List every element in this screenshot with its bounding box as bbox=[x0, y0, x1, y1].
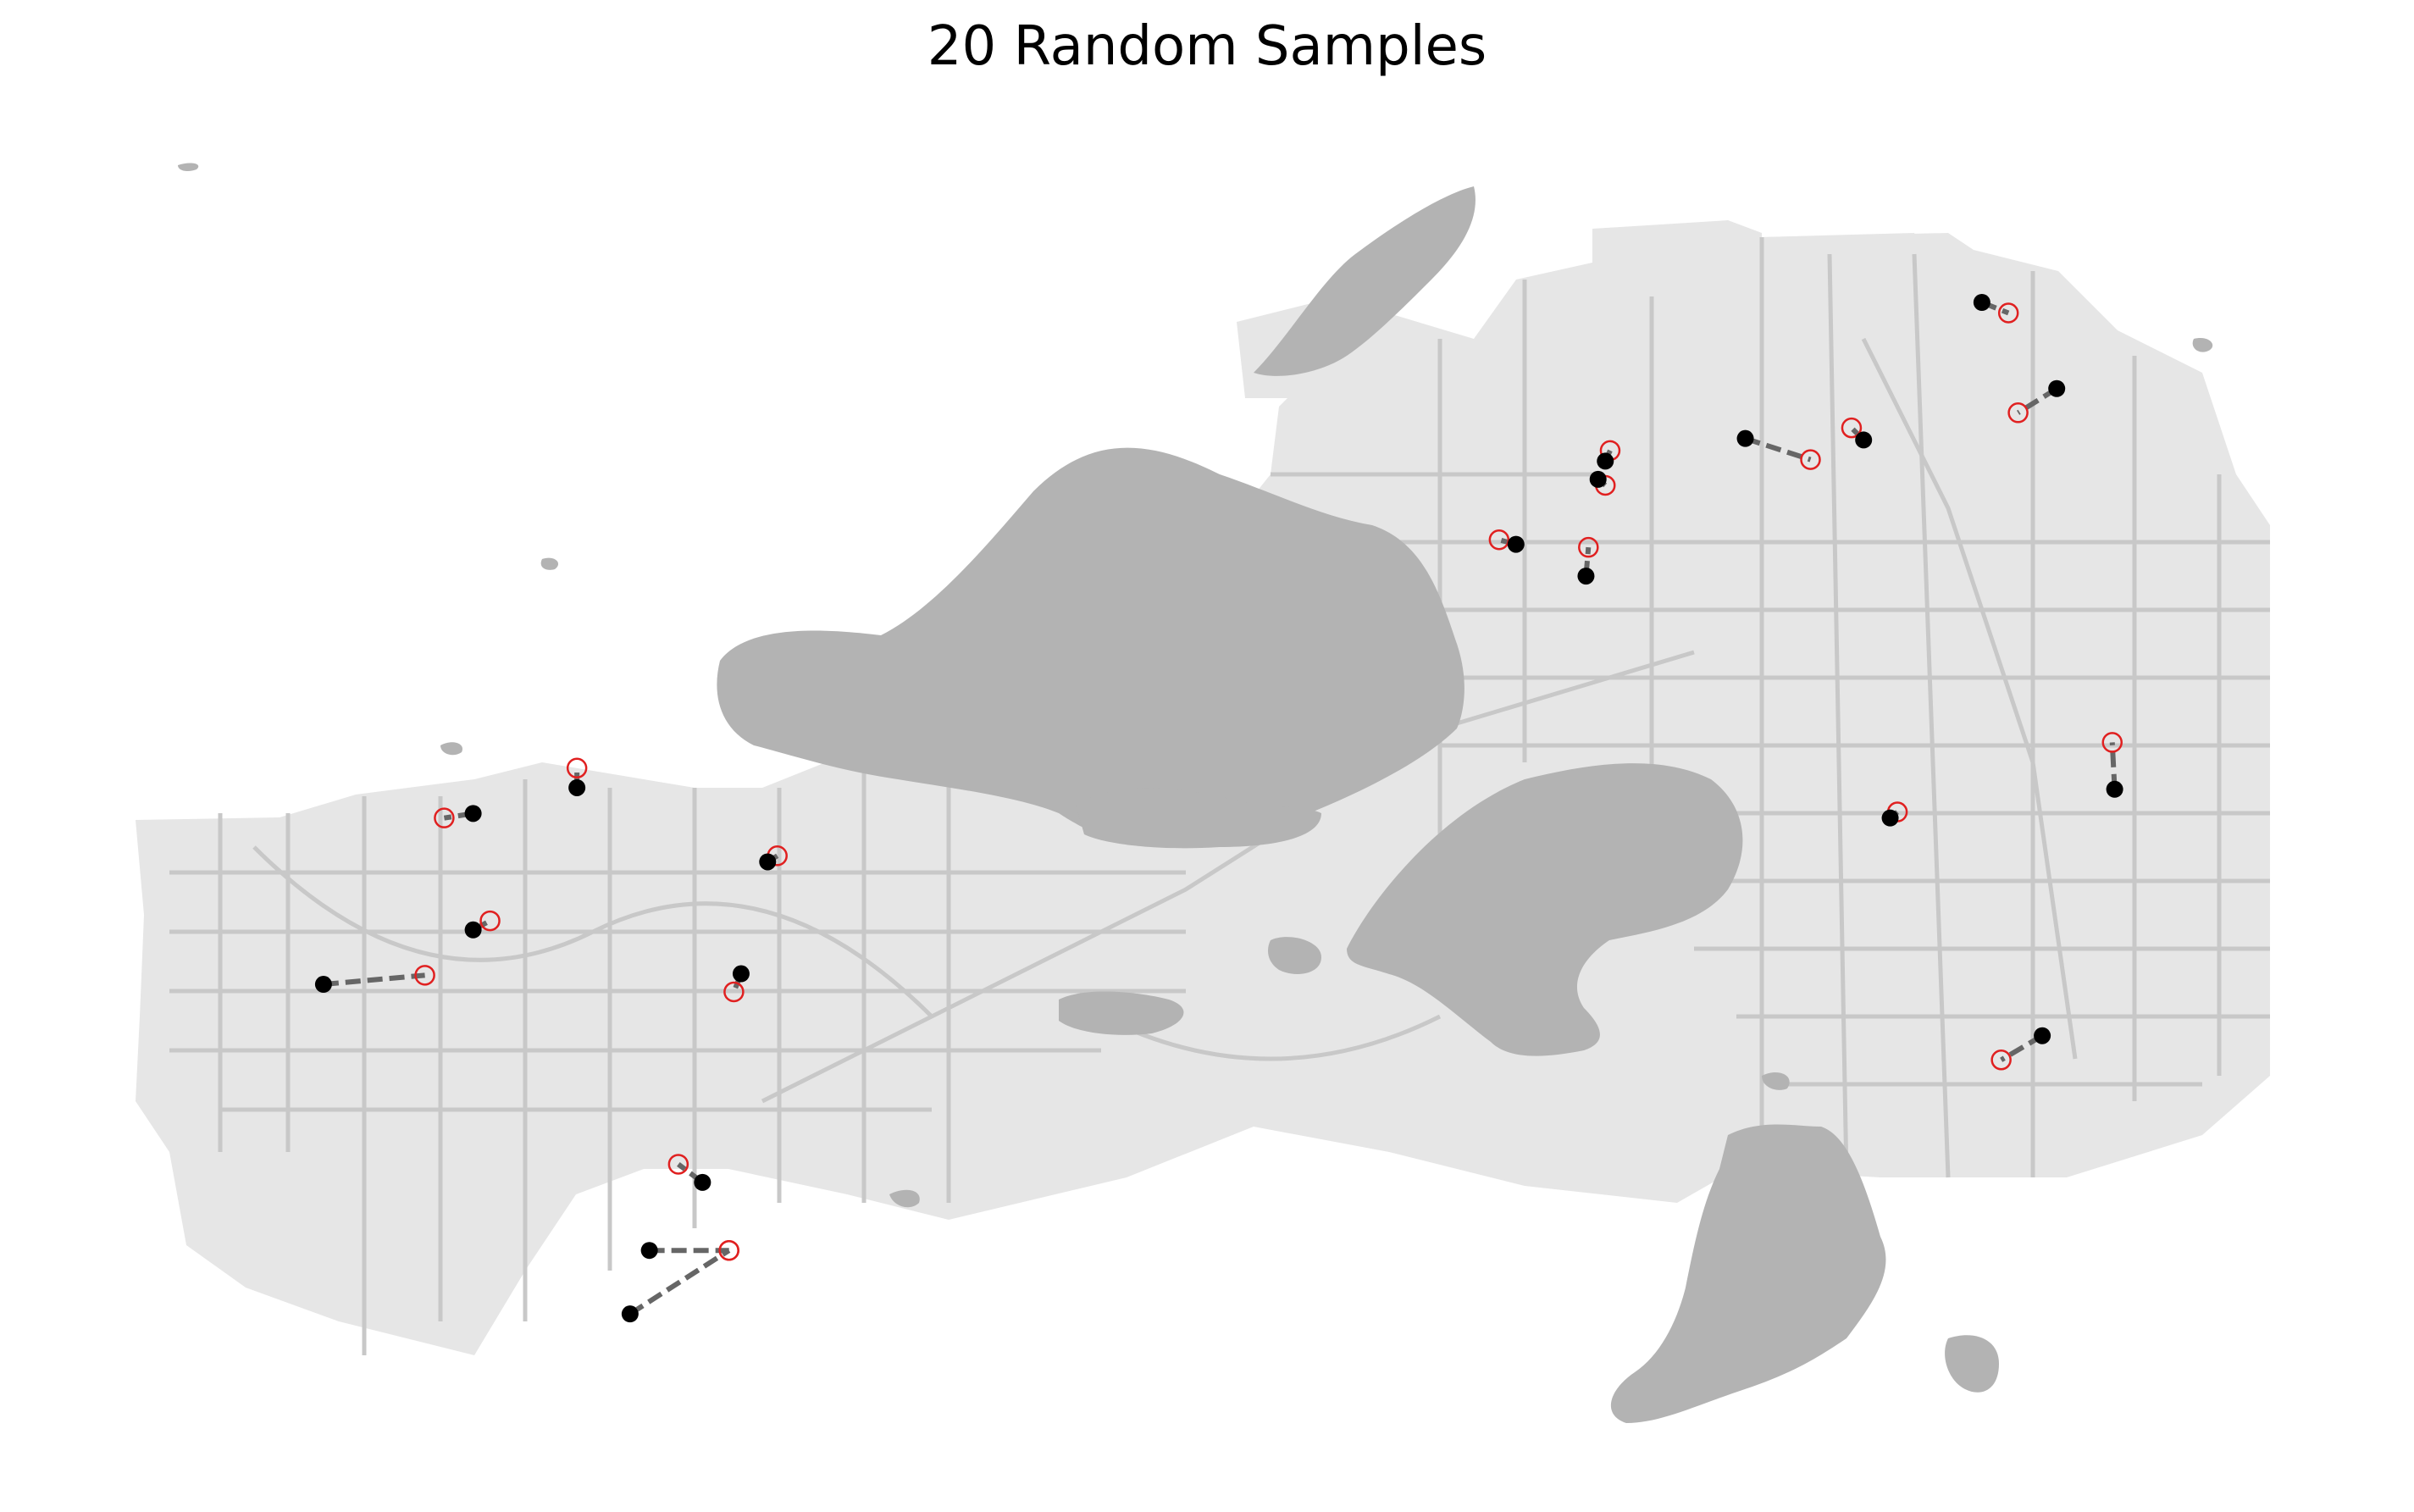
true-point-3 bbox=[1736, 429, 1754, 447]
true-point-1 bbox=[1973, 294, 1990, 311]
river-north bbox=[1254, 186, 1476, 376]
lake-south bbox=[1610, 1124, 1886, 1423]
samples-layer bbox=[314, 294, 2123, 1323]
lake-tiny-3 bbox=[440, 742, 462, 756]
true-point-18 bbox=[694, 1173, 711, 1191]
true-point-15 bbox=[314, 976, 332, 994]
map-title: 20 Random Samples bbox=[927, 15, 1487, 78]
predicted-point-20 bbox=[718, 1239, 739, 1261]
true-point-10 bbox=[1881, 809, 1899, 827]
true-point-17 bbox=[2034, 1027, 2051, 1044]
lake-large-north bbox=[717, 447, 1464, 847]
predicted-point-1 bbox=[1997, 302, 2019, 324]
predicted-point-3 bbox=[1800, 449, 1821, 470]
lake-east bbox=[1347, 763, 1743, 1056]
true-point-8 bbox=[1577, 568, 1595, 585]
lake-tiny-6 bbox=[2192, 337, 2213, 352]
lake-tiny-4 bbox=[540, 557, 559, 570]
true-point-12 bbox=[464, 805, 482, 822]
true-point-5 bbox=[1597, 452, 1614, 470]
true-point-7 bbox=[1507, 535, 1525, 553]
true-point-6 bbox=[1589, 470, 1607, 488]
lake-small bbox=[1268, 937, 1321, 974]
predicted-point-4 bbox=[1841, 417, 1863, 439]
error-line-15 bbox=[323, 972, 425, 988]
predicted-point-14 bbox=[479, 910, 501, 932]
predicted-point-7 bbox=[1488, 529, 1510, 551]
error-line-20 bbox=[628, 1248, 731, 1316]
predicted-point-8 bbox=[1578, 536, 1599, 558]
predicted-point-17 bbox=[1990, 1050, 2012, 1071]
error-line-3 bbox=[1744, 435, 1812, 462]
predicted-point-9 bbox=[2101, 732, 2123, 753]
lake-small-southeast bbox=[1945, 1335, 1999, 1393]
predicted-point-18 bbox=[667, 1154, 689, 1175]
predicted-point-15 bbox=[414, 965, 435, 986]
true-point-2 bbox=[2048, 379, 2066, 397]
lake-west-pond bbox=[1059, 991, 1184, 1035]
true-point-9 bbox=[2106, 780, 2123, 798]
predicted-point-16 bbox=[723, 981, 745, 1003]
water-bodies bbox=[178, 163, 2213, 1423]
true-point-13 bbox=[759, 853, 777, 871]
true-point-4 bbox=[1855, 431, 1873, 449]
true-point-11 bbox=[568, 778, 586, 796]
true-point-14 bbox=[464, 921, 482, 939]
predicted-point-12 bbox=[434, 807, 455, 828]
true-point-20 bbox=[621, 1305, 639, 1323]
lake-bay bbox=[1076, 788, 1321, 849]
lake-tiny-5 bbox=[178, 163, 199, 172]
true-point-16 bbox=[732, 965, 750, 983]
predicted-point-2 bbox=[2007, 402, 2029, 424]
lake-tiny-2 bbox=[889, 1189, 920, 1208]
true-point-19 bbox=[640, 1242, 658, 1260]
predicted-point-11 bbox=[566, 757, 588, 779]
lake-tiny-1 bbox=[1762, 1072, 1790, 1090]
